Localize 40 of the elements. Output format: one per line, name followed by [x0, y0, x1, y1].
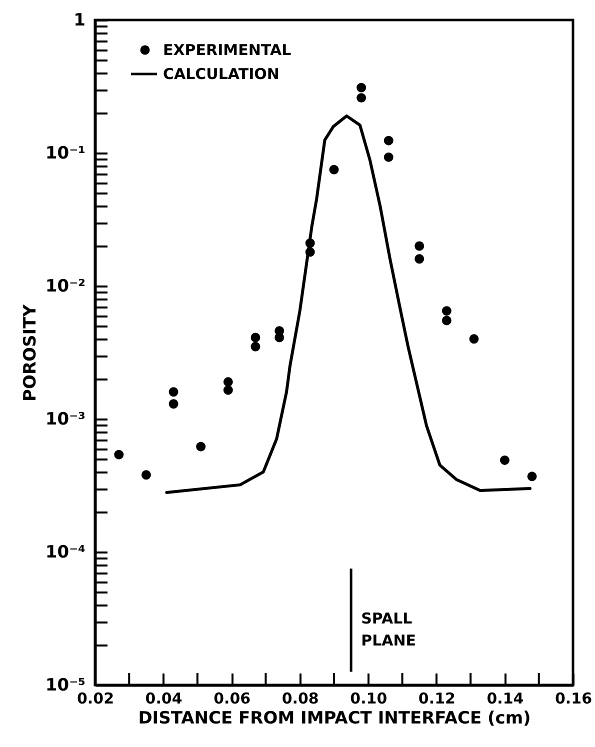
point [168, 399, 178, 409]
point [442, 306, 452, 316]
y-axis-title: POROSITY [20, 304, 40, 402]
x-tick-label: 0.06 [214, 690, 251, 708]
point [114, 450, 124, 460]
y-tick-label: 1 [74, 10, 86, 30]
point [141, 470, 151, 480]
point [384, 136, 394, 146]
point [527, 472, 537, 482]
y-tick-label: 10⁻¹ [45, 144, 86, 164]
ref-line-label: SPALL PLANE [361, 610, 416, 650]
x-tick-label: 0.16 [554, 690, 592, 708]
x-tick-label: 0.04 [145, 690, 182, 708]
point [223, 385, 233, 395]
line-series [165, 114, 532, 494]
point [500, 455, 510, 465]
point [329, 164, 339, 174]
y-tick-label: 10⁻² [45, 276, 86, 296]
point [356, 93, 366, 103]
point [442, 316, 452, 326]
point [274, 332, 284, 342]
point [196, 442, 206, 452]
point [469, 334, 479, 344]
point [356, 82, 366, 92]
x-axis-title: DISTANCE FROM IMPACT INTERFACE (cm) [138, 708, 531, 728]
point [250, 342, 260, 352]
legend-label: EXPERIMENTAL [163, 41, 292, 59]
point [414, 254, 424, 264]
y-tick-label: 10⁻⁴ [45, 542, 86, 562]
x-tick-label: 0.12 [418, 690, 456, 708]
x-tick-label: 0.14 [486, 690, 524, 708]
point [168, 387, 178, 397]
x-tick-label: 0.10 [350, 690, 388, 708]
point [384, 152, 394, 162]
legend-label: CALCULATION [163, 65, 280, 83]
y-tick-label: 10⁻³ [45, 410, 86, 430]
point [250, 332, 260, 342]
x-tick-label: 0.08 [282, 690, 319, 708]
point [223, 377, 233, 387]
point [414, 241, 424, 251]
